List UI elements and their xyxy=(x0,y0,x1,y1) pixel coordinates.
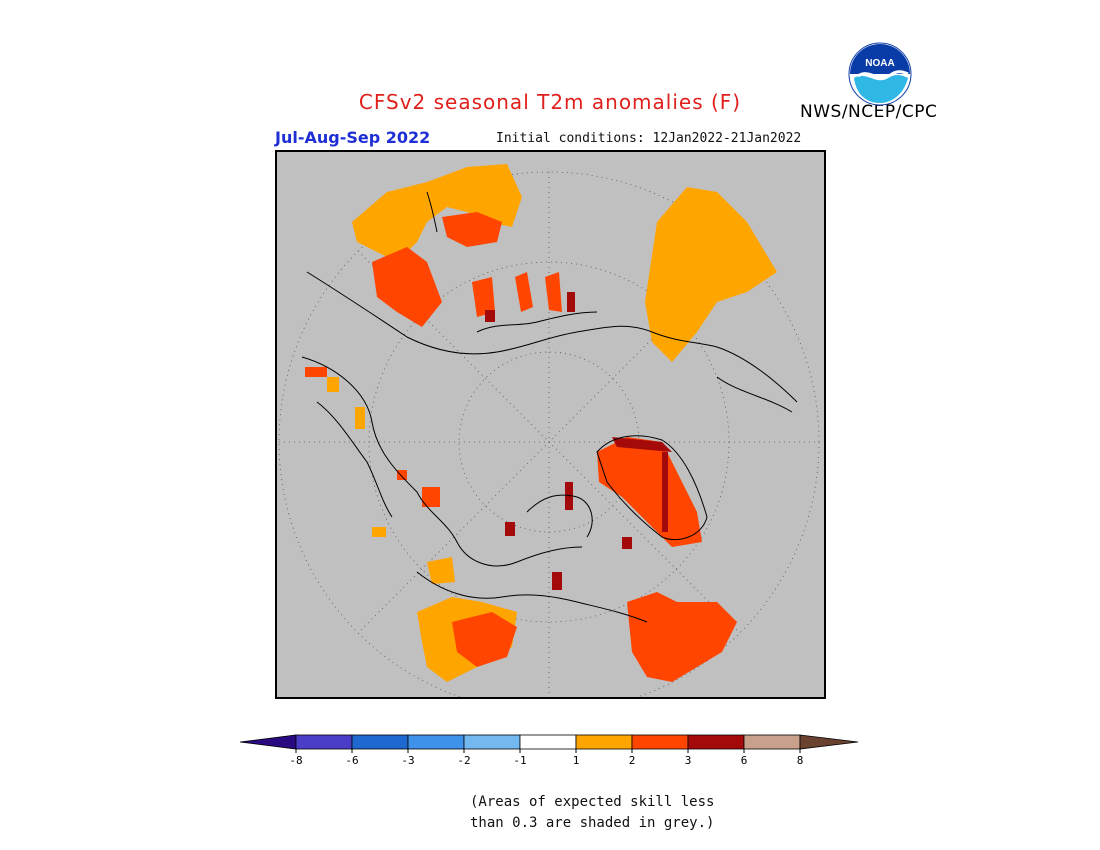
colorbar-bin-3 xyxy=(407,734,465,750)
anomaly-fill-central-canada xyxy=(452,612,517,667)
colorbar-tick-label: -3 xyxy=(401,754,414,767)
colorbar-tick-label: 2 xyxy=(629,754,636,767)
colorbar-tick-label: -6 xyxy=(345,754,358,767)
colorbar-tick-label: -8 xyxy=(289,754,302,767)
colorbar-bin-10 xyxy=(799,734,859,750)
chart-title: CFSv2 seasonal T2m anomalies (F) xyxy=(358,90,742,114)
agency-label: NWS/NCEP/CPC xyxy=(800,102,938,122)
anomaly-fill-greenland xyxy=(597,437,702,547)
colorbar-tick-label: 6 xyxy=(741,754,748,767)
colorbar-bin-1 xyxy=(295,734,353,750)
skill-note-line-2: than 0.3 are shaded in grey.) xyxy=(470,815,715,831)
colorbar-tick-label: 1 xyxy=(573,754,580,767)
colorbar-bin-7 xyxy=(631,734,689,750)
skill-note: (Areas of expected skill less than 0.3 a… xyxy=(470,792,714,834)
anomaly-fill-alaska-orange xyxy=(327,377,386,537)
anomaly-fill-archipelago xyxy=(505,482,632,590)
colorbar-bin-2 xyxy=(351,734,409,750)
coastlines xyxy=(301,191,798,623)
anomaly-fill-greenland-coast xyxy=(612,437,672,532)
map-panel xyxy=(275,150,826,699)
noaa-logo-text: NOAA xyxy=(865,58,894,69)
colorbar-bin-9 xyxy=(743,734,801,750)
initial-conditions-label: Initial conditions: 12Jan2022-21Jan2022 xyxy=(496,131,802,146)
colorbar-tick-label: 8 xyxy=(797,754,804,767)
noaa-logo: NOAA xyxy=(848,42,912,106)
colorbar-bin-0 xyxy=(239,734,297,750)
colorbar-bin-4 xyxy=(463,734,521,750)
anomaly-fill-northeast-asia xyxy=(645,187,777,362)
anomaly-fill-siberia-red xyxy=(485,292,575,322)
colorbar-tick-label: 3 xyxy=(685,754,692,767)
anomaly-fill-western-russia xyxy=(372,212,562,327)
colorbar-tick-label: -1 xyxy=(513,754,526,767)
colorbar-bin-8 xyxy=(687,734,745,750)
colorbar-legend: -8 -6 -3 -2 -1 1 2 3 6 8 xyxy=(239,734,859,767)
anomaly-fill-scandinavia xyxy=(352,164,522,262)
polar-map xyxy=(278,164,820,697)
colorbar-tick-label: -2 xyxy=(457,754,470,767)
anomaly-fill-alaska xyxy=(305,367,440,507)
skill-note-line-1: (Areas of expected skill less xyxy=(470,794,715,810)
season-label: Jul-Aug-Sep 2022 xyxy=(275,128,431,147)
anomaly-fill-eastern-canada xyxy=(627,592,737,682)
colorbar-bin-6 xyxy=(575,734,633,750)
colorbar-bin-5 xyxy=(519,734,577,750)
